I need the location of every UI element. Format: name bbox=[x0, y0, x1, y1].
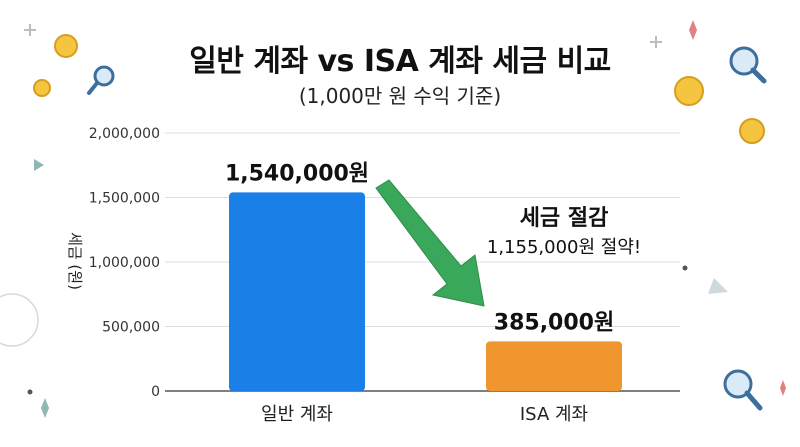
decorations bbox=[0, 20, 786, 418]
y-axis-ticks: 0 500,000 1,000,000 1,500,000 2,000,000 bbox=[89, 126, 160, 400]
sparkle-icon bbox=[41, 398, 49, 418]
sparkle-icon bbox=[24, 24, 36, 36]
bars bbox=[229, 192, 622, 391]
y-tick-label: 500,000 bbox=[102, 320, 160, 336]
coin-icon bbox=[54, 34, 78, 58]
y-tick-label: 0 bbox=[151, 384, 160, 400]
coin-icon bbox=[739, 118, 765, 144]
sparkle-icon bbox=[650, 36, 662, 48]
sparkle-icon bbox=[689, 20, 697, 40]
coin-icon bbox=[33, 79, 51, 97]
data-label: 385,000원 bbox=[494, 310, 614, 335]
savings-arrow bbox=[375, 179, 485, 307]
magnifier-icon bbox=[729, 46, 767, 84]
coin-icon bbox=[674, 76, 704, 106]
arrow-icon bbox=[375, 179, 485, 307]
x-tick-label: 일반 계좌 bbox=[261, 404, 333, 425]
sparkle-icon bbox=[780, 380, 786, 396]
magnifier-icon bbox=[723, 369, 763, 411]
bar bbox=[229, 192, 365, 391]
data-label: 1,540,000원 bbox=[225, 161, 369, 186]
chart-subtitle: (1,000만 원 수익 기준) bbox=[298, 84, 502, 108]
y-tick-label: 2,000,000 bbox=[89, 126, 160, 142]
magnifier-icon bbox=[87, 65, 115, 95]
x-axis-ticks: 일반 계좌 ISA 계좌 bbox=[261, 404, 588, 425]
ring-decoration bbox=[0, 293, 39, 347]
play-icon bbox=[34, 159, 44, 171]
x-tick-label: ISA 계좌 bbox=[520, 404, 588, 425]
value-labels: 1,540,000원 385,000원 bbox=[225, 161, 614, 335]
triangle-decoration bbox=[708, 278, 728, 294]
y-tick-label: 1,500,000 bbox=[89, 191, 160, 207]
annotation-detail: 1,155,000원 절약! bbox=[487, 237, 641, 258]
y-axis-label: 세금 (원) bbox=[66, 232, 84, 290]
annotation-headline: 세금 절감 bbox=[520, 206, 609, 231]
bar bbox=[486, 341, 622, 391]
chart-title: 일반 계좌 vs ISA 계좌 세금 비교 bbox=[189, 44, 611, 79]
dot-decoration bbox=[682, 265, 688, 271]
y-tick-label: 1,000,000 bbox=[89, 255, 160, 271]
dot-decoration bbox=[27, 389, 33, 395]
